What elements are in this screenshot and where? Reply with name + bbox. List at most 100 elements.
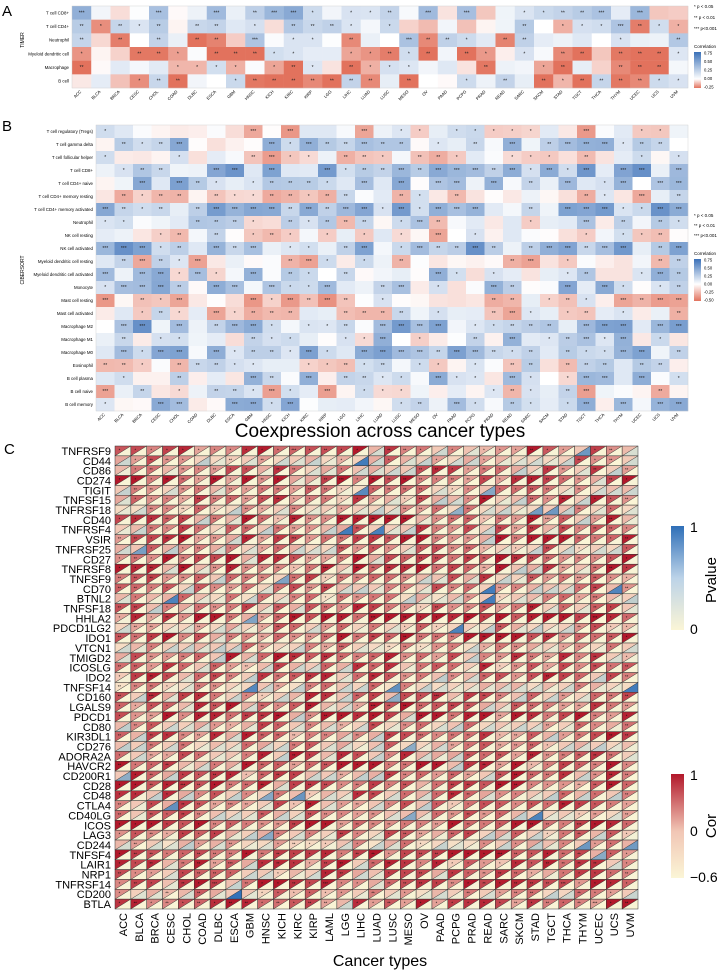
significance-mark: ** [270, 311, 274, 317]
heatmap-cell [96, 242, 115, 256]
heatmap-cell [170, 320, 189, 334]
heatmap-cell [572, 33, 592, 48]
significance-mark: ** [510, 363, 514, 369]
significance-mark: * [530, 155, 532, 161]
heatmap-cell [318, 242, 337, 256]
significance-mark: ** [118, 536, 122, 541]
heatmap-cell [553, 33, 573, 48]
significance-mark: ** [387, 536, 391, 541]
significance-mark: * [530, 402, 532, 408]
significance-mark: ** [344, 298, 348, 304]
heatmap-cell [341, 60, 361, 75]
heatmap-cell [206, 47, 227, 61]
significance-mark: * [451, 447, 453, 452]
heatmap-cell [558, 268, 578, 282]
significance-mark: ** [165, 536, 169, 541]
heatmap-cell [392, 359, 411, 373]
significance-mark: ** [234, 51, 238, 57]
significance-mark: ** [292, 595, 296, 600]
heatmap-cell [226, 74, 246, 89]
cell-diagonal [162, 455, 179, 466]
heatmap-cell [299, 281, 319, 295]
significance-mark: ** [196, 220, 200, 226]
cell-diagonal [495, 455, 512, 466]
significance-mark: ** [658, 233, 662, 239]
heatmap-cell [336, 203, 356, 217]
cell-diagonal [415, 445, 433, 457]
heatmap-cell [355, 190, 374, 204]
cell-diagonal [320, 445, 338, 457]
heatmap-cell [632, 164, 652, 178]
significance-mark: ** [80, 65, 84, 71]
significance-mark: *** [398, 324, 404, 330]
significance-mark: * [548, 155, 550, 161]
significance-mark: * [160, 246, 162, 252]
heatmap-cell [649, 6, 669, 20]
heatmap-cell [96, 190, 115, 204]
heatmap-cell [96, 229, 115, 243]
heatmap-cell [303, 60, 323, 75]
cell-diagonal [526, 455, 544, 466]
significance-mark: ** [196, 363, 200, 369]
heatmap-cell [133, 229, 152, 243]
heatmap-cell [630, 60, 650, 75]
significance-mark: * [166, 447, 168, 452]
significance-mark: *** [232, 402, 238, 408]
column-label: PRAD [483, 412, 495, 424]
heatmap-cell [540, 333, 559, 347]
heatmap-cell [355, 294, 374, 308]
heatmap-cell [262, 216, 282, 230]
column-label: STAD [557, 412, 568, 423]
significance-mark: ** [356, 635, 360, 640]
cell-diagonal [130, 465, 147, 476]
significance-mark: ** [177, 363, 181, 369]
significance-mark: * [382, 376, 384, 382]
significance-mark: * [382, 298, 384, 304]
significance-mark: * [326, 350, 328, 356]
heatmap-cell [225, 294, 245, 308]
heatmap-cell [373, 372, 393, 386]
significance-mark: ** [482, 635, 486, 640]
significance-mark: * [677, 24, 679, 30]
heatmap-cell [649, 60, 669, 75]
significance-mark: *** [676, 246, 682, 252]
significance-mark: * [308, 155, 310, 161]
column-label: PAAD [446, 412, 457, 423]
significance-mark: * [604, 194, 606, 200]
cell-diagonal [305, 455, 322, 466]
significance-mark: ** [419, 507, 423, 512]
significance-mark: *** [435, 272, 441, 278]
heatmap-cell [303, 33, 323, 48]
heatmap-cell [318, 385, 337, 399]
significance-mark: *** [380, 350, 386, 356]
heatmap-cell [114, 151, 134, 165]
heatmap-cell [503, 177, 522, 191]
significance-mark: ** [325, 207, 329, 213]
significance-mark: ** [658, 220, 662, 226]
significance-mark: ** [324, 477, 328, 482]
significance-mark: * [641, 207, 643, 213]
heatmap-cell [669, 294, 689, 308]
significance-mark: * [620, 38, 622, 44]
significance-mark: ** [466, 536, 470, 541]
heatmap-cell [649, 74, 669, 89]
heatmap-cell [669, 190, 689, 204]
heatmap-cell [262, 307, 282, 321]
significance-mark: *** [454, 168, 460, 174]
significance-mark: ** [253, 79, 257, 85]
significance-mark: ** [288, 220, 292, 226]
heatmap-cell [110, 47, 130, 61]
significance-mark: ** [371, 635, 375, 640]
significance-mark: ** [419, 497, 423, 502]
heatmap-cell [244, 125, 263, 139]
heatmap-cell [669, 203, 689, 217]
column-label: UVM [669, 89, 679, 99]
significance-mark: *** [176, 298, 182, 304]
heatmap-cell [632, 268, 652, 282]
significance-mark: ** [213, 516, 217, 521]
heatmap-cell [534, 6, 554, 20]
row-label: T cell CD4+ [46, 24, 69, 29]
heatmap-cell [129, 60, 150, 75]
cell-diagonal [130, 455, 147, 466]
significance-mark: * [543, 10, 545, 16]
